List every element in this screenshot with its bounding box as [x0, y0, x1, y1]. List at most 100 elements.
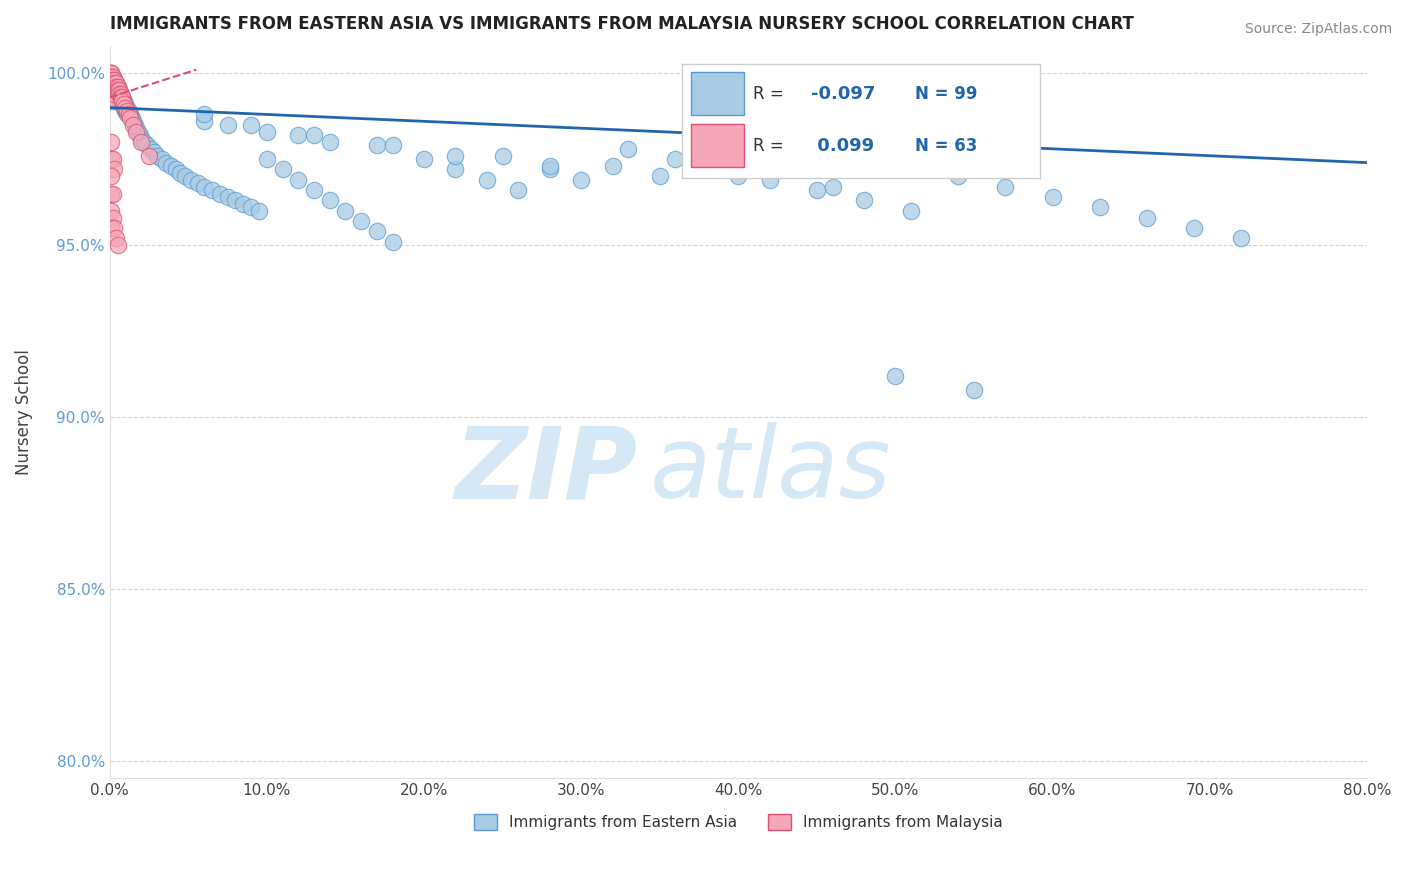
Point [114, 97, 136, 112]
Point [100, 203, 122, 218]
Point [100, 152, 122, 166]
Point [538, 159, 561, 173]
Text: IMMIGRANTS FROM EASTERN ASIA VS IMMIGRANTS FROM MALAYSIA NURSERY SCHOOL CORRELAT: IMMIGRANTS FROM EASTERN ASIA VS IMMIGRAN… [110, 15, 1133, 33]
Point [100, 79, 122, 94]
Point [240, 118, 263, 132]
Point [1136, 211, 1159, 225]
Point [107, 79, 129, 94]
Point [1088, 200, 1111, 214]
Point [112, 97, 135, 112]
Point [142, 145, 165, 160]
Point [111, 90, 134, 104]
Point [491, 149, 513, 163]
Point [100, 73, 122, 87]
Point [350, 214, 373, 228]
Point [100, 87, 122, 101]
Point [155, 155, 177, 169]
Point [100, 73, 122, 87]
Point [107, 238, 129, 252]
Point [105, 77, 128, 91]
Point [187, 176, 209, 190]
Point [150, 152, 173, 166]
Point [217, 190, 239, 204]
Point [806, 183, 828, 197]
Point [146, 149, 169, 163]
Point [208, 186, 231, 201]
Text: ZIP: ZIP [454, 422, 638, 519]
Point [103, 79, 125, 94]
Point [319, 135, 342, 149]
Point [100, 66, 122, 80]
Point [100, 90, 122, 104]
Point [381, 138, 404, 153]
Point [100, 221, 122, 235]
Point [1230, 231, 1253, 245]
Y-axis label: Nursery School: Nursery School [15, 349, 32, 475]
Point [366, 224, 388, 238]
Point [124, 118, 146, 132]
Point [900, 203, 922, 218]
Point [664, 152, 686, 166]
Point [105, 79, 128, 94]
Point [110, 87, 132, 101]
Point [111, 97, 134, 112]
Point [1182, 221, 1205, 235]
Point [648, 169, 671, 184]
Point [302, 183, 325, 197]
Point [115, 107, 138, 121]
Point [101, 90, 124, 104]
Point [105, 77, 128, 91]
Point [169, 166, 191, 180]
Point [444, 149, 467, 163]
Point [100, 135, 122, 149]
Point [128, 128, 150, 142]
Point [193, 107, 215, 121]
Point [335, 203, 357, 218]
Point [821, 179, 844, 194]
Point [101, 77, 124, 91]
Point [617, 142, 640, 156]
Point [107, 79, 129, 94]
Point [129, 131, 152, 145]
Text: Source: ZipAtlas.com: Source: ZipAtlas.com [1244, 22, 1392, 37]
Point [101, 186, 124, 201]
Point [103, 77, 125, 91]
Point [101, 211, 124, 225]
Point [256, 152, 278, 166]
Point [101, 70, 124, 84]
Point [125, 121, 148, 136]
Point [111, 94, 134, 108]
Point [413, 152, 436, 166]
Point [100, 77, 122, 91]
Point [111, 90, 134, 104]
Point [201, 183, 224, 197]
Point [120, 111, 142, 125]
Point [103, 221, 125, 235]
Point [136, 138, 159, 153]
Point [101, 152, 124, 166]
Point [711, 162, 734, 177]
Point [101, 94, 124, 108]
Text: atlas: atlas [651, 422, 891, 519]
Point [110, 94, 132, 108]
Point [100, 169, 122, 184]
Point [105, 231, 128, 245]
Point [160, 159, 183, 173]
Point [121, 111, 143, 125]
Point [287, 173, 309, 187]
Point [853, 194, 876, 208]
Point [302, 128, 325, 142]
Point [108, 90, 131, 104]
Point [129, 135, 152, 149]
Point [100, 77, 122, 91]
Point [256, 125, 278, 139]
Point [180, 173, 202, 187]
Point [100, 79, 122, 94]
Point [100, 73, 122, 87]
Point [101, 73, 124, 87]
Point [112, 94, 135, 108]
Point [108, 83, 131, 97]
Point [122, 118, 145, 132]
Point [127, 125, 149, 139]
Point [139, 142, 162, 156]
